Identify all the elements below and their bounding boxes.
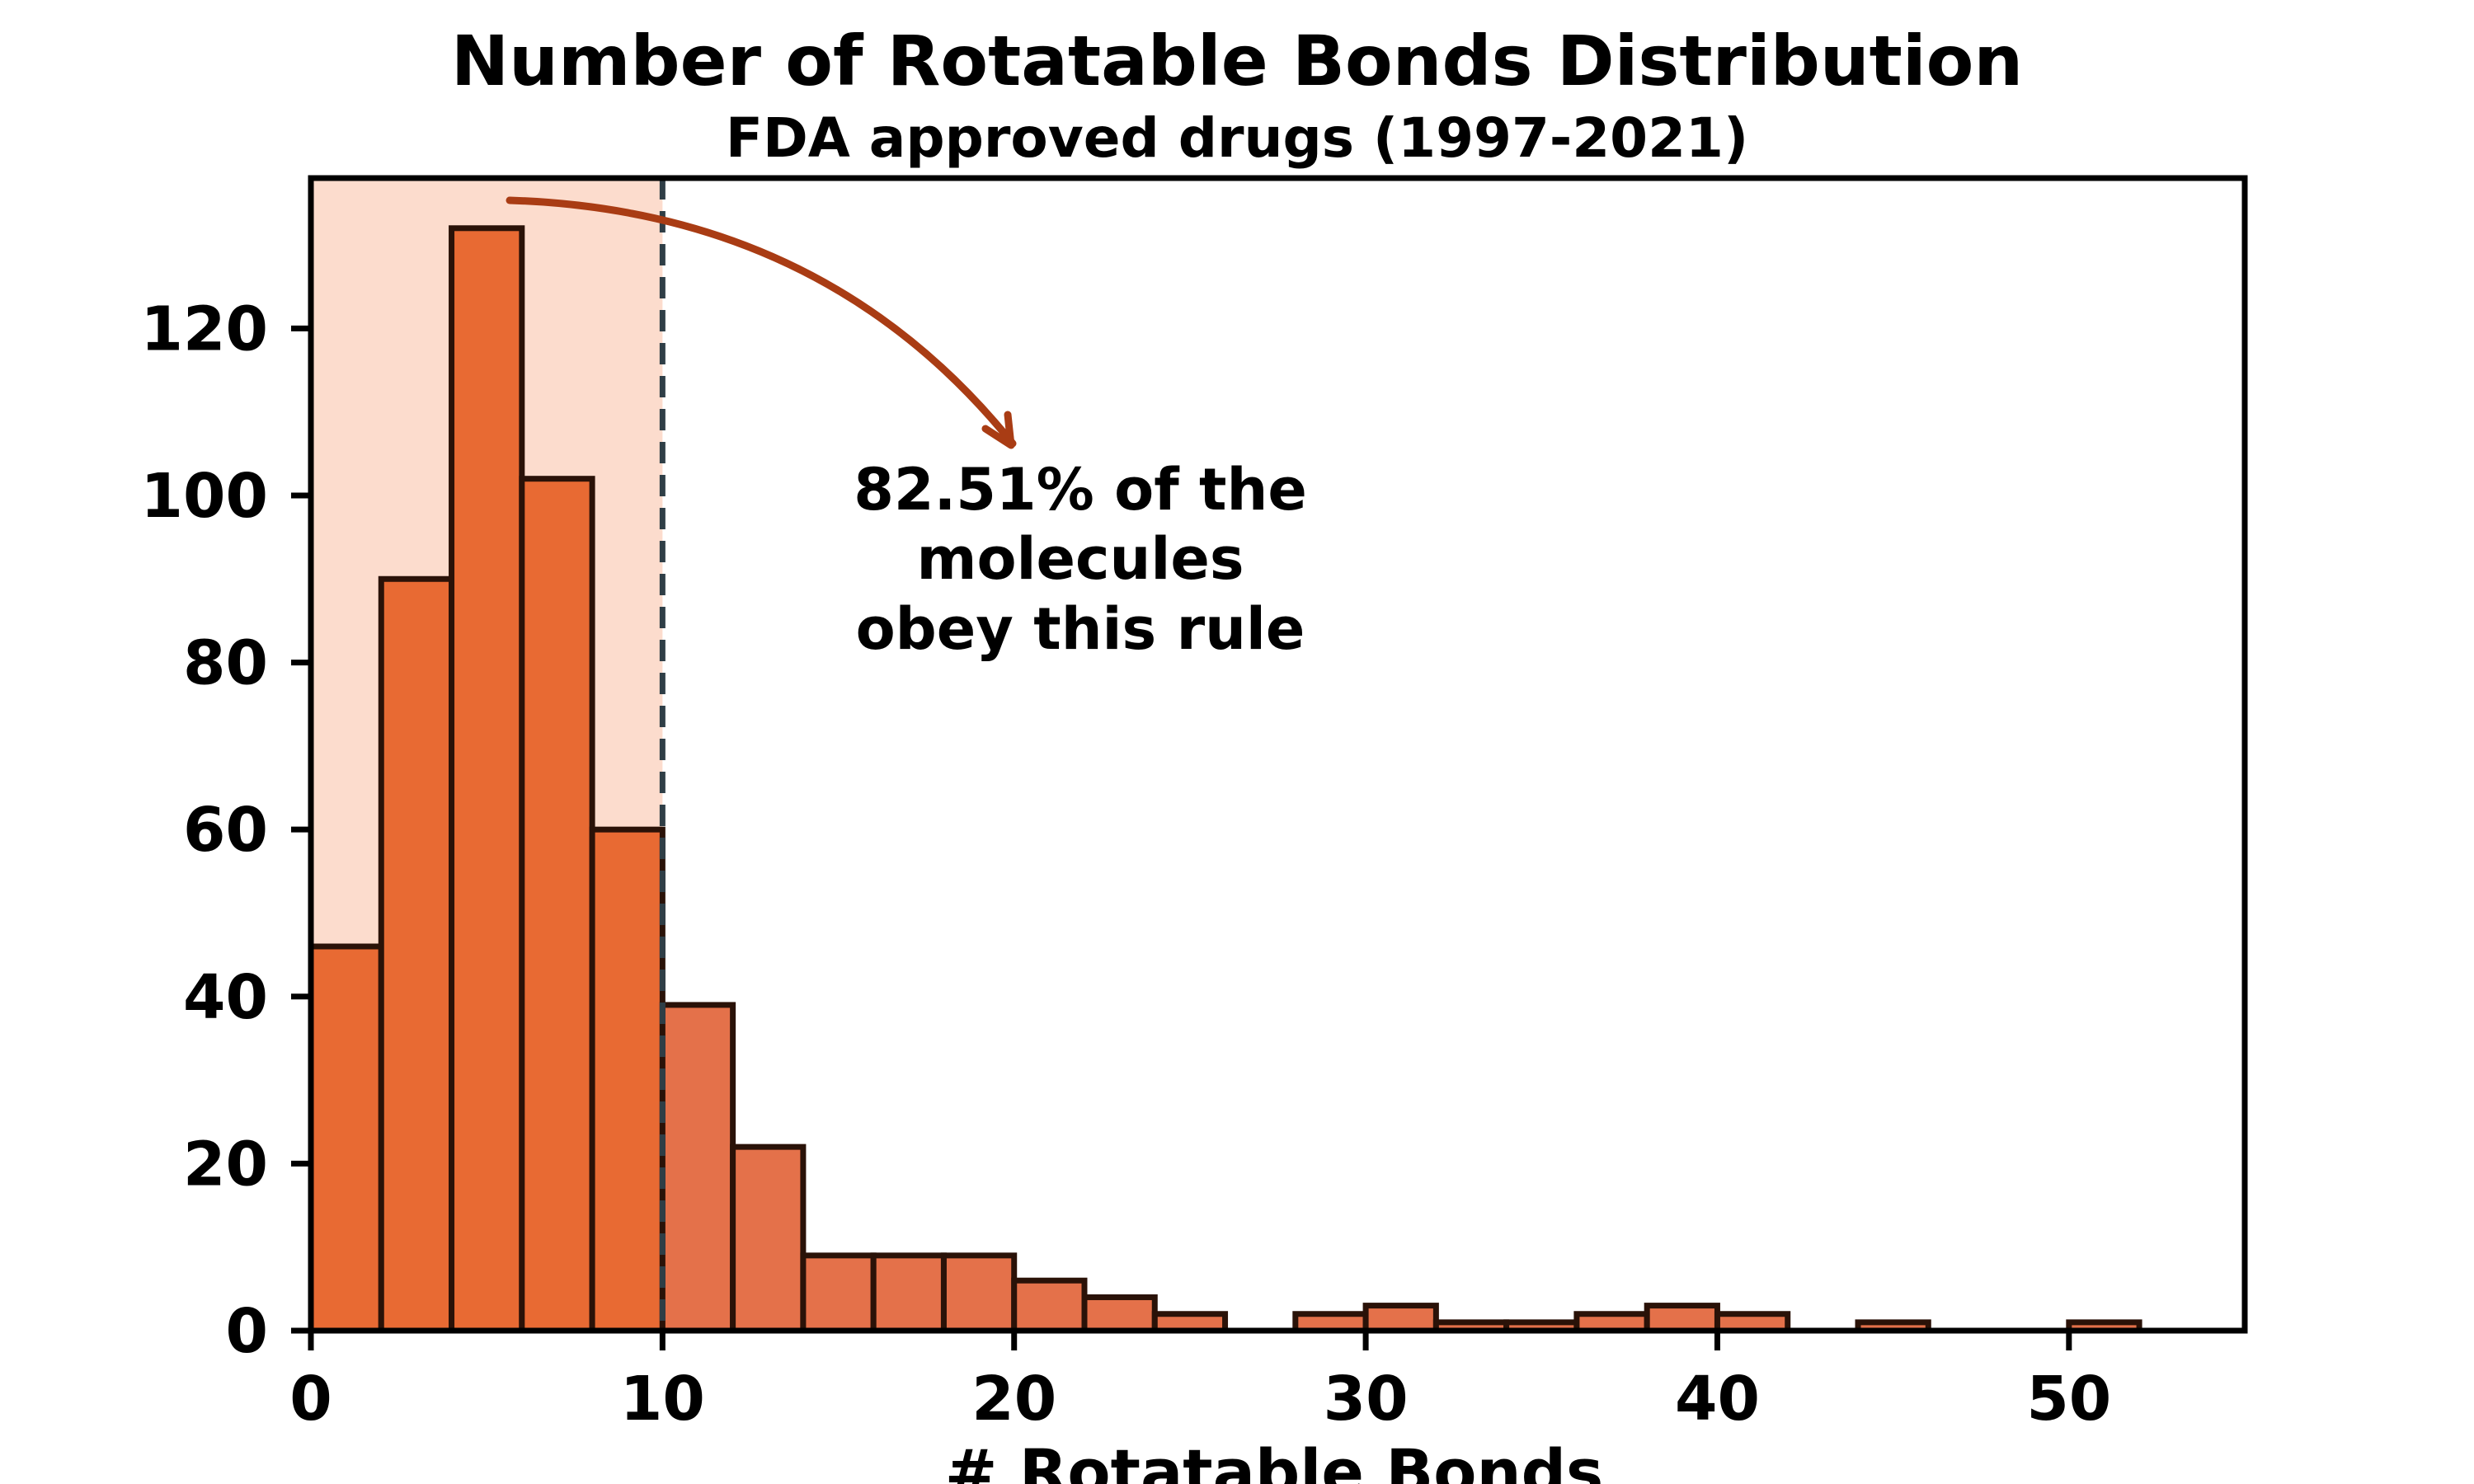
annotation-line-1: 82.51% of the bbox=[854, 456, 1307, 524]
annotation-line-2: molecules bbox=[917, 525, 1244, 593]
plot-frame bbox=[308, 175, 2248, 1334]
histogram-bar-8-10 bbox=[589, 826, 666, 1334]
y-tick-label-40: 40 bbox=[183, 962, 268, 1033]
histogram-bar-0-2 bbox=[308, 943, 384, 1334]
x-tick-label-30: 30 bbox=[1324, 1364, 1409, 1435]
y-tick-label-60: 60 bbox=[183, 795, 268, 866]
histogram-bar-20-22 bbox=[1011, 1277, 1088, 1334]
y-tick-label-100: 100 bbox=[141, 461, 268, 532]
histogram-bar-2-4 bbox=[378, 575, 455, 1334]
histogram-bar-14-16 bbox=[800, 1252, 877, 1334]
histogram-bar-22-24 bbox=[1081, 1294, 1158, 1334]
y-tick-label-20: 20 bbox=[183, 1129, 268, 1200]
histogram-bar-10-12 bbox=[659, 1002, 736, 1334]
x-tick-label-0: 0 bbox=[289, 1364, 332, 1435]
histogram-bar-4-6 bbox=[449, 225, 525, 1334]
x-tick-label-40: 40 bbox=[1675, 1364, 1760, 1435]
chart-title: Number of Rotatable Bonds Distribution bbox=[451, 21, 2023, 101]
x-tick-label-20: 20 bbox=[971, 1364, 1056, 1435]
y-tick-label-80: 80 bbox=[183, 628, 268, 699]
histogram-bar-38-40 bbox=[1644, 1303, 1720, 1334]
annotation-line-3: obey this rule bbox=[856, 595, 1305, 663]
histogram-bar-16-18 bbox=[870, 1252, 947, 1334]
chart-subtitle: FDA approved drugs (1997-2021) bbox=[726, 106, 1748, 170]
x-axis-label: # Rotatable Bonds bbox=[945, 1435, 1603, 1484]
annotation-arrow-head bbox=[981, 411, 1015, 449]
histogram-bar-12-14 bbox=[730, 1144, 807, 1334]
x-tick-label-10: 10 bbox=[620, 1364, 705, 1435]
x-tick-label-50: 50 bbox=[2026, 1364, 2111, 1435]
y-tick-label-0: 0 bbox=[226, 1296, 269, 1367]
histogram-bar-6-8 bbox=[519, 476, 595, 1334]
histogram-bar-30-32 bbox=[1362, 1303, 1439, 1334]
annotation-arrow bbox=[506, 196, 1017, 448]
histogram-bar-18-20 bbox=[940, 1252, 1018, 1334]
y-tick-label-120: 120 bbox=[141, 294, 268, 364]
